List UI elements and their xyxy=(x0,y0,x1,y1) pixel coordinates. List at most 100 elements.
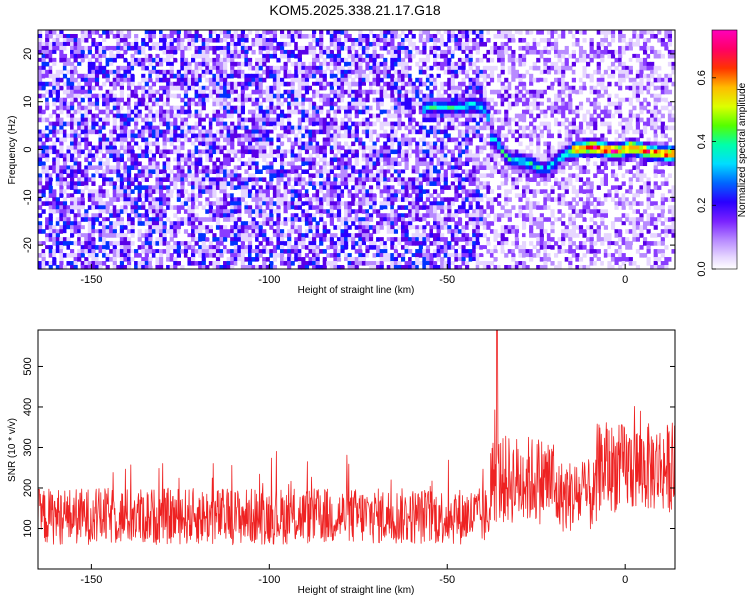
heatmap-cell xyxy=(38,197,43,202)
heatmap-cell xyxy=(59,225,64,230)
heatmap-cell xyxy=(45,69,50,75)
heatmap-cell xyxy=(354,69,359,75)
heatmap-cell xyxy=(301,105,306,111)
heatmap-cell xyxy=(390,221,395,226)
heatmap-cell xyxy=(155,225,160,230)
heatmap-cell xyxy=(336,77,342,83)
heatmap-cell xyxy=(73,41,78,47)
heatmap-cell xyxy=(169,81,174,87)
heatmap-cell xyxy=(80,213,85,218)
heatmap-cell xyxy=(230,229,235,234)
heatmap-cell xyxy=(272,45,278,51)
heatmap-cell xyxy=(105,145,110,151)
heatmap-cell xyxy=(358,169,363,174)
heatmap-cell xyxy=(109,53,114,59)
heatmap-cell xyxy=(312,181,317,186)
heatmap-cell xyxy=(344,45,349,51)
heatmap-cell xyxy=(358,57,363,63)
heatmap-cell xyxy=(226,149,231,155)
heatmap-cell xyxy=(41,201,46,206)
heatmap-cell xyxy=(134,109,139,115)
heatmap-cell xyxy=(169,49,174,55)
heatmap-cell xyxy=(408,205,413,210)
heatmap-cell xyxy=(404,189,409,194)
heatmap-cell xyxy=(194,93,199,99)
heatmap-cell xyxy=(80,253,85,258)
heatmap-cell xyxy=(304,141,310,147)
heatmap-cell xyxy=(169,229,174,234)
heatmap-cell xyxy=(240,261,245,266)
heatmap-cell xyxy=(272,193,278,198)
heatmap-cell xyxy=(440,33,445,39)
heatmap-cell xyxy=(333,253,338,258)
heatmap-cell xyxy=(233,105,238,111)
heatmap-cell xyxy=(223,197,228,202)
heatmap-cell xyxy=(269,121,274,127)
heatmap-cell xyxy=(148,57,153,63)
heatmap-cell xyxy=(198,221,203,226)
heatmap-cell xyxy=(151,117,157,123)
heatmap-cell xyxy=(411,97,416,103)
heatmap-cell xyxy=(176,169,181,174)
heatmap-cell xyxy=(84,45,89,51)
heatmap-cell xyxy=(322,65,327,71)
heatmap-cell xyxy=(308,101,313,107)
heatmap-cell xyxy=(312,237,317,242)
heatmap-cell xyxy=(329,149,334,155)
heatmap-cell xyxy=(397,41,402,47)
heatmap-cell xyxy=(386,177,391,182)
heatmap-cell xyxy=(201,30,206,35)
heatmap-cell xyxy=(279,161,285,167)
heatmap-cell xyxy=(94,53,100,59)
heatmap-cell xyxy=(205,69,210,75)
heatmap-cell xyxy=(312,225,317,230)
heatmap-cell xyxy=(340,30,345,35)
heatmap-cell xyxy=(265,249,270,254)
heatmap-cell xyxy=(208,121,213,127)
heatmap-cell xyxy=(425,245,431,250)
heatmap-cell xyxy=(258,85,263,91)
heatmap-cell xyxy=(390,149,395,155)
heatmap-cell xyxy=(351,193,356,198)
heatmap-cell xyxy=(372,121,377,127)
heatmap-cell xyxy=(66,241,71,246)
heatmap-cell xyxy=(130,117,135,123)
heatmap-cell xyxy=(404,221,409,226)
heatmap-cell xyxy=(368,265,374,270)
heatmap-cell xyxy=(219,225,224,230)
heatmap-cell xyxy=(326,161,331,167)
heatmap-cell xyxy=(205,113,210,119)
heatmap-cell xyxy=(169,41,174,47)
heatmap-cell xyxy=(361,81,366,87)
heatmap-cell xyxy=(230,225,235,230)
heatmap-cell xyxy=(329,165,334,171)
heatmap-cell xyxy=(205,229,210,234)
heatmap-cell xyxy=(201,93,206,99)
heatmap-cell xyxy=(247,141,253,147)
heatmap-cell xyxy=(386,221,391,226)
heatmap-cell xyxy=(219,117,224,123)
heatmap-cell xyxy=(180,125,185,131)
heatmap-cell xyxy=(326,89,331,95)
heatmap-cell xyxy=(119,93,125,99)
heatmap-cell xyxy=(436,129,441,135)
heatmap-cell xyxy=(109,209,114,214)
heatmap-cell xyxy=(116,157,121,163)
heatmap-cell xyxy=(123,245,128,250)
heatmap-cell xyxy=(194,185,199,190)
heatmap-cell xyxy=(290,109,295,115)
heatmap-cell xyxy=(141,193,146,198)
heatmap-cell xyxy=(155,249,160,254)
heatmap-cell xyxy=(38,253,43,258)
heatmap-cell xyxy=(329,169,334,174)
heatmap-cell xyxy=(390,37,395,43)
heatmap-cell xyxy=(265,85,270,91)
heatmap-cell xyxy=(144,145,149,151)
heatmap-cell xyxy=(52,57,57,63)
heatmap-cell xyxy=(151,73,157,79)
heatmap-cell xyxy=(240,197,245,202)
heatmap-cell xyxy=(411,45,416,51)
heatmap-cell xyxy=(304,85,310,91)
heatmap-cell xyxy=(226,137,231,143)
heatmap-cell xyxy=(141,169,146,174)
